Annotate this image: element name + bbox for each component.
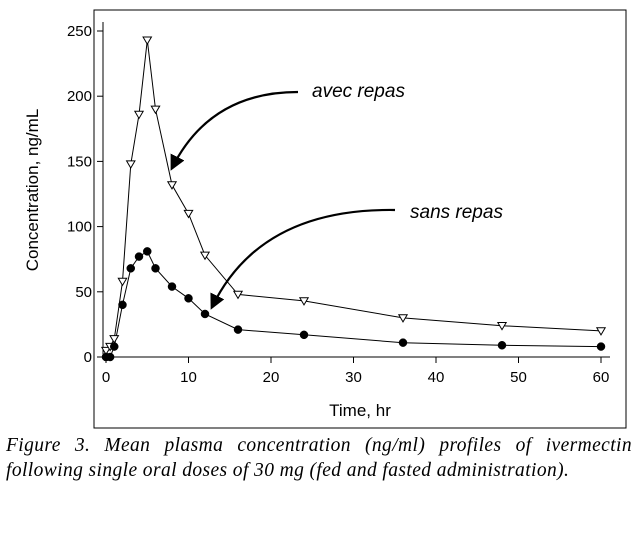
y-axis-title: Concentration, ng/mL [23,109,42,272]
x-axis-title: Time, hr [329,401,391,420]
data-point-avec-repas [496,322,508,331]
y-tick-label: 150 [67,153,92,170]
x-tick-label: 10 [180,369,197,386]
plot-frame [93,9,627,429]
data-point-sans-repas [105,352,115,362]
y-tick-label: 250 [67,23,92,40]
data-point-avec-repas [183,209,194,219]
x-tick-label: 30 [345,369,362,386]
data-point-avec-repas [595,327,607,336]
y-tick-label: 100 [67,219,92,236]
data-point-avec-repas [199,251,211,261]
y-tick-label: 200 [67,88,92,105]
x-tick-label: 0 [102,369,110,386]
data-point-sans-repas [398,338,408,347]
data-point-avec-repas [133,110,145,120]
figure-label: Figure 3. [6,435,91,456]
series-line-0 [105,40,602,351]
axis-ticks: 0 10 20 30 40 50 60 0 50 100 150 200 250 [67,23,609,386]
data-point-sans-repas [134,252,144,261]
x-tick-label: 60 [593,369,610,386]
data-point-sans-repas [126,264,135,273]
data-point-avec-repas [397,314,409,323]
annotation-label: avec repas [312,81,405,102]
figure-caption: Figure 3. Mean plasma concentration (ng/m… [6,433,632,483]
data-point-sans-repas [110,342,119,351]
data-point-avec-repas [298,297,310,306]
data-point-avec-repas [100,346,112,356]
y-tick-label: 50 [75,284,92,301]
x-tick-label: 40 [428,369,445,386]
data-point-sans-repas [118,300,127,310]
data-point-avec-repas [142,36,153,46]
series-line-1 [106,250,602,358]
data-point-avec-repas [232,290,244,300]
caption-text: Mean plasma concentration (ng/ml) profil… [6,435,632,481]
data-point-avec-repas [125,160,136,169]
annotation-arrow [170,90,299,171]
series-lines [105,40,602,358]
data-point-sans-repas [299,330,309,340]
data-point-avec-repas [150,105,161,115]
data-point-sans-repas [596,342,606,351]
annotation-arrow [210,208,396,310]
chart-figure: 0 10 20 30 40 50 60 0 50 100 150 200 250 avec repas s… [23,9,627,429]
annotation-label: sans repas [410,202,503,223]
data-point-avec-repas [166,181,178,190]
annotations: avec repas sans repas [170,81,503,310]
data-point-avec-repas [117,277,128,287]
data-point-sans-repas [497,341,507,350]
x-tick-label: 50 [510,369,527,386]
y-tick-label: 0 [84,349,92,366]
series-markers [100,36,607,362]
data-point-sans-repas [184,294,193,303]
data-point-sans-repas [233,325,243,334]
data-point-sans-repas [143,247,152,256]
data-point-sans-repas [167,282,177,291]
data-point-sans-repas [200,309,210,319]
x-tick-label: 20 [263,369,280,386]
data-point-avec-repas [109,335,120,344]
data-point-sans-repas [151,264,160,273]
